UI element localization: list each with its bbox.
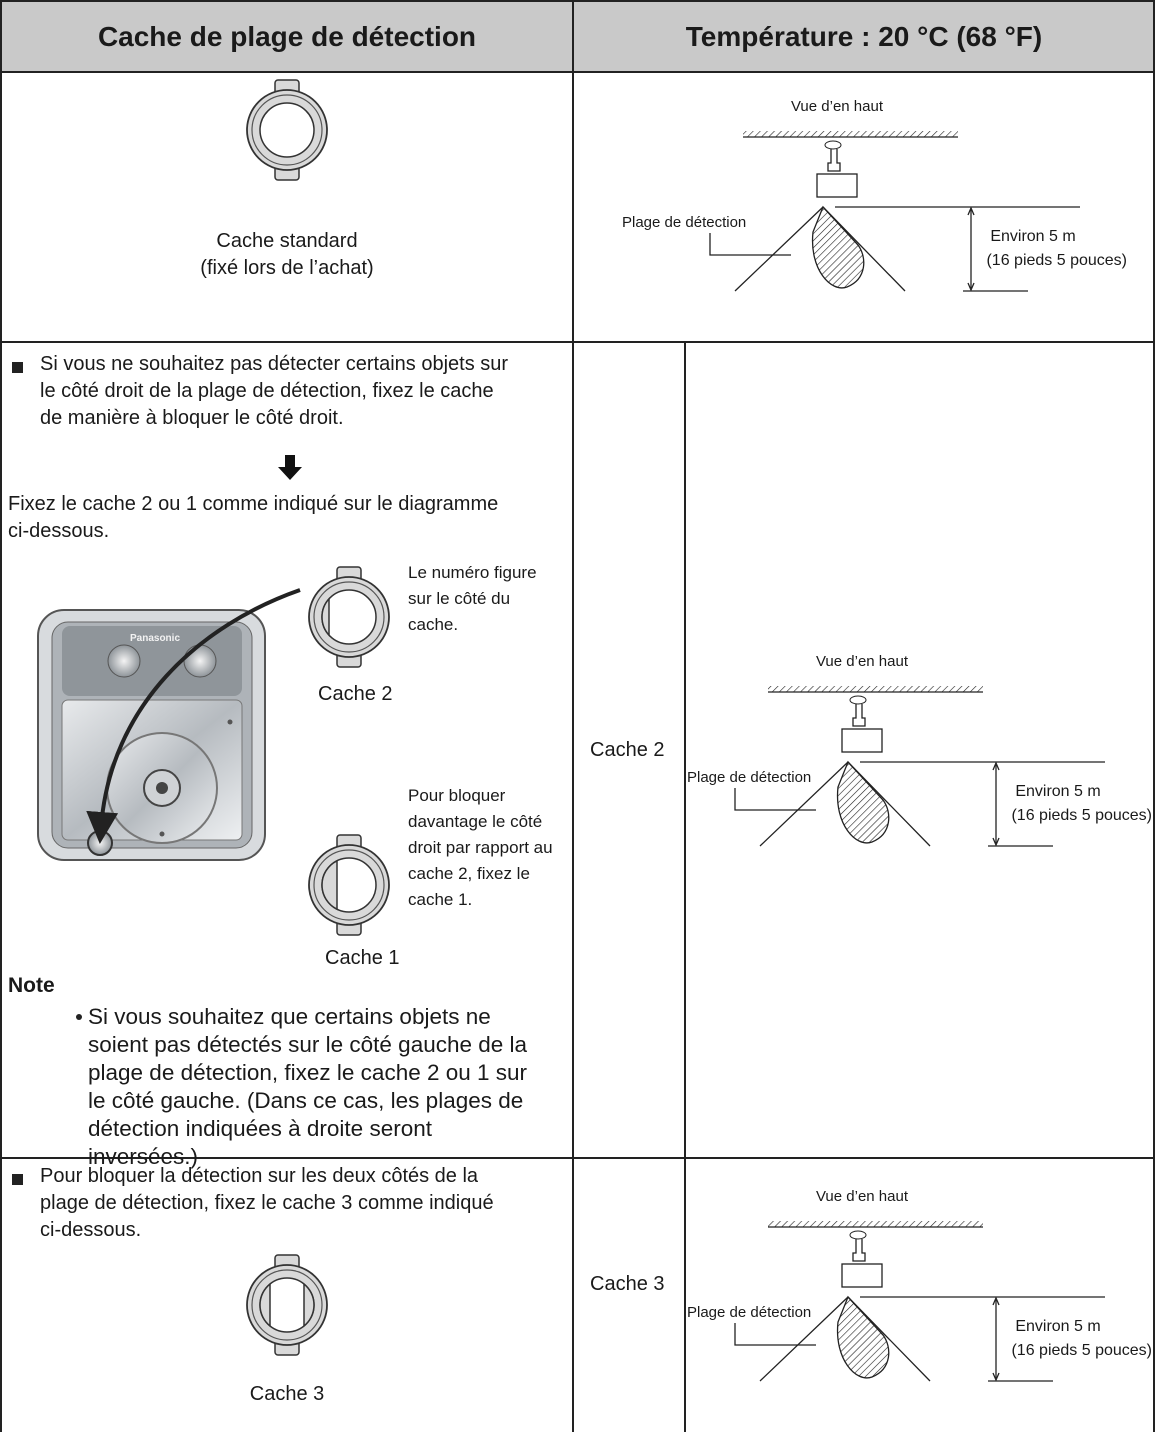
detection-area xyxy=(836,1295,890,1379)
text-line: droit par rapport au xyxy=(408,838,553,857)
top-view-diagram xyxy=(709,131,1080,292)
cover-icon xyxy=(246,79,328,181)
cover-shade xyxy=(259,1282,271,1328)
text-line: Le numéro figure xyxy=(408,563,537,582)
detection-area xyxy=(836,760,890,844)
header-bg xyxy=(0,0,1155,72)
text-line: cache. xyxy=(408,615,458,634)
top-view-diagram xyxy=(734,1221,1105,1382)
text-line: de manière à bloquer le côté droit. xyxy=(40,407,344,429)
sensor-box xyxy=(841,728,883,753)
text-line: Pour bloquer la détection sur les deux c… xyxy=(40,1165,479,1187)
bullet xyxy=(76,1014,82,1020)
detection-area xyxy=(811,205,865,289)
text-line: Si vous ne souhaitez pas détecter certai… xyxy=(40,353,508,375)
range-label: Plage de détection xyxy=(687,769,811,786)
device-illustration xyxy=(37,588,301,861)
view-caption: Vue d’en haut xyxy=(791,98,884,115)
text-line: plage de détection, fixez le cache 2 ou … xyxy=(88,1060,528,1085)
text-line: Pour bloquer xyxy=(408,786,506,805)
text-line: le côté droit de la plage de détection, … xyxy=(40,380,494,402)
text-line: cache 2, fixez le xyxy=(408,864,530,883)
cover-ring xyxy=(313,849,385,921)
cover-label: Cache 2 xyxy=(318,683,393,705)
range-line xyxy=(822,206,906,292)
mount-arm xyxy=(827,149,841,172)
range-label: Plage de détection xyxy=(622,214,746,231)
top-view-diagram xyxy=(734,686,1105,847)
cover-icon xyxy=(308,834,390,936)
range-line xyxy=(847,761,931,847)
text-line: davantage le côté xyxy=(408,812,542,831)
distance-imperial: (16 pieds 5 pouces) xyxy=(1011,1342,1152,1359)
text-line: le côté gauche. (Dans ce cas, les plages… xyxy=(88,1088,523,1113)
range-line xyxy=(759,1296,849,1382)
distance: Environ 5 m xyxy=(1015,783,1100,800)
row-label: Cache 3 xyxy=(590,1273,665,1295)
text-line: sur le côté du xyxy=(408,589,510,608)
text-line: plage de détection, fixez le cache 3 com… xyxy=(40,1192,494,1214)
distance: Environ 5 m xyxy=(990,228,1075,245)
cover-icon xyxy=(246,1254,328,1356)
text-line: ci-dessous. xyxy=(40,1219,141,1241)
cover-icon xyxy=(308,566,390,668)
cover-ring xyxy=(251,94,323,166)
text-line: ci-dessous. xyxy=(8,520,109,542)
ceiling xyxy=(743,131,958,137)
bullet xyxy=(12,362,23,373)
leader-line xyxy=(734,1323,816,1346)
dim-arrowhead xyxy=(967,206,975,292)
cover-label: Cache 3 xyxy=(250,1383,325,1405)
distance: Environ 5 m xyxy=(1015,1318,1100,1335)
note-title: Note xyxy=(8,974,55,997)
cover-label: Cache 1 xyxy=(325,947,400,969)
mount xyxy=(824,140,842,150)
sensor-box xyxy=(841,1263,883,1288)
range-label: Plage de détection xyxy=(687,1304,811,1321)
device-brand: Panasonic xyxy=(130,633,180,644)
distance-imperial: (16 pieds 5 pouces) xyxy=(986,252,1127,269)
mount xyxy=(849,1230,867,1240)
text-line: Fixez le cache 2 ou 1 comme indiqué sur … xyxy=(8,493,498,515)
range-line xyxy=(734,206,824,292)
cover-hole xyxy=(259,102,315,158)
distance-imperial: (16 pieds 5 pouces) xyxy=(1011,807,1152,824)
text-line: inversées.) xyxy=(88,1144,198,1169)
cover-shade xyxy=(303,1282,315,1328)
mount-arm xyxy=(852,1239,866,1262)
cover-shade xyxy=(321,859,338,911)
ceiling xyxy=(768,686,983,692)
text-line: soient pas détectés sur le côté gauche d… xyxy=(88,1032,528,1057)
mount-arm xyxy=(852,704,866,727)
mount xyxy=(849,695,867,705)
dim-arrowhead xyxy=(992,1296,1000,1382)
cover-ring xyxy=(313,581,385,653)
text-line: détection indiquées à droite seront xyxy=(88,1116,433,1141)
text-line: cache 1. xyxy=(408,890,472,909)
cover-shade xyxy=(321,596,330,638)
sensor-box xyxy=(816,173,858,198)
header-title: Cache de plage de détection xyxy=(98,21,476,52)
leader-line xyxy=(734,788,816,811)
range-line xyxy=(847,1296,931,1382)
header-title: Température : 20 °C (68 °F) xyxy=(686,21,1042,52)
ceiling xyxy=(768,1221,983,1227)
down-arrow xyxy=(278,455,302,480)
view-caption: Vue d’en haut xyxy=(816,1188,909,1205)
view-caption: Vue d’en haut xyxy=(816,653,909,670)
row-label: Cache 2 xyxy=(590,739,665,761)
text-line: Si vous souhaitez que certains objets ne xyxy=(88,1004,491,1029)
range-line xyxy=(759,761,849,847)
text-line: Cache standard xyxy=(216,230,357,252)
cover-ring xyxy=(251,1269,323,1341)
dim-arrowhead xyxy=(992,761,1000,847)
bullet xyxy=(12,1174,23,1185)
text-line: (fixé lors de l’achat) xyxy=(200,257,373,279)
leader-line xyxy=(709,233,791,256)
cover-hole xyxy=(321,589,377,645)
